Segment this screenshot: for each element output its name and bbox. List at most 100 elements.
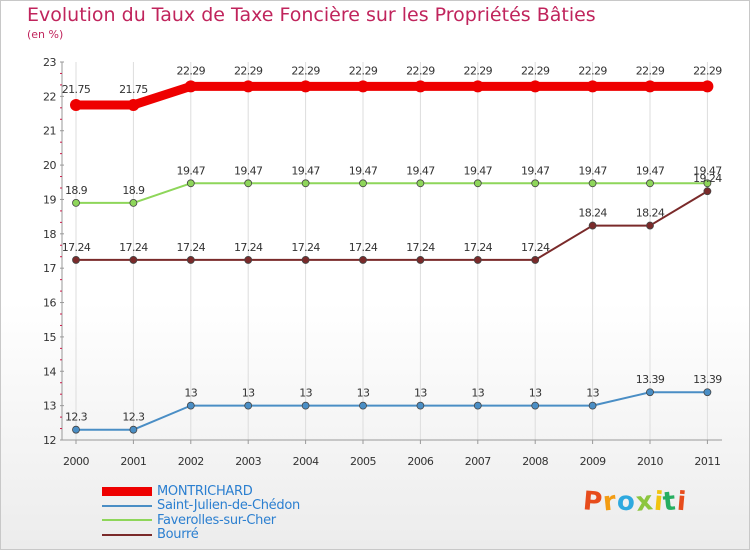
legend-swatch	[102, 519, 152, 522]
series-line	[75, 182, 709, 204]
data-point	[186, 179, 195, 188]
data-label: 13	[471, 387, 484, 400]
x-tick-label: 2000	[63, 455, 89, 468]
data-point	[703, 179, 712, 188]
data-point	[531, 179, 540, 188]
data-label: 13	[414, 387, 427, 400]
legend-label: Faverolles-sur-Cher	[157, 512, 276, 528]
data-label: 17.24	[291, 241, 320, 254]
data-point	[72, 425, 80, 434]
data-label: 19.24	[693, 172, 722, 185]
data-point	[186, 256, 195, 264]
data-label: 13.39	[636, 373, 665, 386]
data-label: 13	[299, 387, 312, 400]
y-tick-label: 19	[43, 193, 56, 206]
data-point	[588, 401, 597, 410]
data-point	[359, 401, 367, 410]
data-label: 22.29	[234, 64, 263, 77]
y-tick-label: 14	[43, 365, 56, 378]
axes: 12 13 14 15 16 17 18 19 20 21 22 23 2000 2001 2002 2003…	[43, 56, 722, 468]
data-point	[416, 401, 425, 410]
data-label: 17.24	[406, 241, 435, 254]
data-labels: 21.75 21.75 22.29 22.29 22.29 22.29 22.29 22.29…	[62, 64, 723, 424]
data-label: 22.29	[636, 64, 665, 77]
legend-swatch	[102, 504, 152, 507]
data-label: 18.9	[122, 184, 145, 197]
data-point	[703, 187, 712, 196]
y-tick-label: 15	[43, 331, 56, 344]
y-tick-label: 17	[43, 262, 56, 275]
data-label: 18.24	[636, 207, 665, 220]
data-label: 17.24	[464, 241, 493, 254]
data-label: 18.24	[578, 207, 607, 220]
x-tick-label: 2005	[350, 455, 376, 468]
data-label: 19.47	[693, 164, 722, 177]
data-label: 19.47	[636, 164, 665, 177]
y-tick-label: 22	[43, 90, 56, 103]
data-label: 19.47	[234, 164, 263, 177]
data-label: 13	[586, 387, 599, 400]
x-tick-label: 2001	[120, 455, 146, 468]
data-point	[299, 80, 312, 93]
x-tick-label: 2004	[293, 455, 319, 468]
data-label: 17.24	[119, 241, 148, 254]
data-point	[646, 221, 654, 230]
data-point	[531, 256, 540, 264]
data-label: 18.9	[65, 184, 88, 197]
data-label: 19.47	[406, 164, 435, 177]
data-label: 22.29	[578, 64, 607, 77]
data-label: 22.29	[349, 64, 378, 77]
data-label: 17.24	[234, 241, 263, 254]
data-label: 22.29	[406, 64, 435, 77]
data-label: 17.24	[177, 241, 206, 254]
data-point	[644, 80, 656, 93]
data-label: 13	[242, 387, 255, 400]
data-point	[701, 80, 714, 93]
data-point	[359, 256, 367, 264]
data-point	[244, 401, 253, 410]
data-label: 17.24	[521, 241, 550, 254]
data-label: 12.3	[65, 411, 88, 424]
data-point	[529, 80, 542, 93]
data-label: 22.29	[177, 64, 206, 77]
y-tick-label: 16	[43, 297, 56, 310]
legend-label: MONTRICHARD	[157, 483, 253, 499]
y-tick-label: 23	[43, 56, 56, 69]
data-point	[301, 179, 310, 188]
data-label: 19.47	[521, 164, 550, 177]
data-point	[242, 80, 255, 93]
gridlines	[75, 62, 708, 440]
data-point	[471, 80, 484, 93]
data-point	[129, 198, 138, 207]
legend-label: Saint-Julien-de-Chédon	[157, 498, 300, 514]
x-tick-label: 2007	[465, 455, 491, 468]
data-label: 17.24	[62, 241, 91, 254]
legend-item: MONTRICHARD	[102, 484, 300, 499]
legend-label: Bourré	[157, 527, 199, 543]
legend-item: Saint-Julien-de-Chédon	[102, 498, 300, 514]
x-tick-label: 2006	[407, 455, 433, 468]
data-point	[473, 401, 482, 410]
data-point	[588, 221, 597, 230]
data-point	[473, 179, 482, 188]
data-point	[703, 388, 712, 397]
y-tick-label: 21	[43, 125, 56, 138]
data-point	[416, 179, 425, 188]
data-label: 19.47	[578, 164, 607, 177]
chart-title: Evolution du Taux de Taxe Foncière sur l…	[27, 4, 596, 26]
data-point	[186, 401, 195, 410]
data-point	[129, 256, 138, 264]
data-point	[127, 98, 140, 111]
series-line	[71, 81, 712, 110]
y-tick-label: 18	[43, 228, 56, 241]
data-point	[244, 256, 253, 264]
data-point	[301, 256, 310, 264]
data-label: 22.29	[693, 64, 722, 77]
data-label: 12.3	[122, 411, 145, 424]
data-point	[473, 256, 482, 264]
data-label: 13.39	[693, 373, 722, 386]
data-point	[588, 179, 597, 188]
legend-swatch	[102, 486, 152, 496]
data-point	[301, 401, 310, 410]
